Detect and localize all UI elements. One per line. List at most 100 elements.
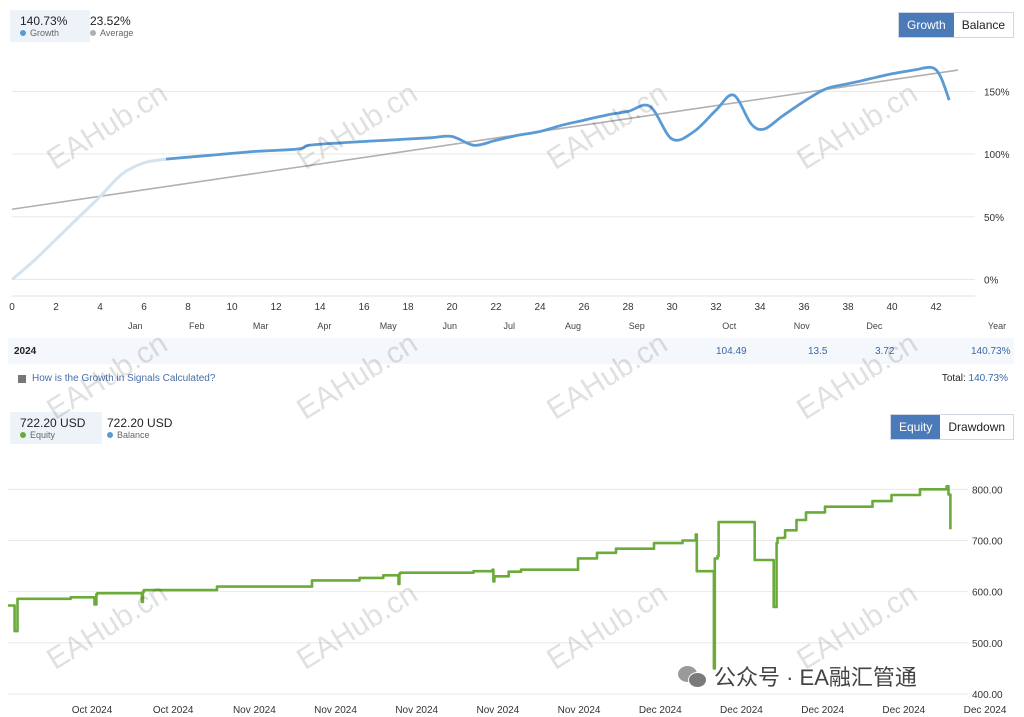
equity-x-tick-label: Dec 2024: [720, 705, 763, 716]
help-link-text[interactable]: How is the Growth in Signals Calculated?: [32, 373, 216, 384]
growth-toggle-button[interactable]: Growth: [899, 13, 954, 37]
growth-x-tick-label: 38: [842, 302, 854, 313]
year-summary-row: 2024 104.49 13.5 3.72 140.73%: [8, 338, 1014, 364]
equity-x-tick-label: Oct 2024: [153, 705, 194, 716]
equity-toggle-button[interactable]: Equity: [891, 415, 941, 439]
growth-month-label: Oct: [722, 321, 737, 331]
equity-y-tick-label: 800.00: [972, 485, 1003, 496]
growth-x-tick-label: 14: [314, 302, 326, 313]
growth-help-link[interactable]: How is the Growth in Signals Calculated?: [18, 373, 215, 384]
equity-y-tick-label: 600.00: [972, 588, 1003, 599]
growth-x-tick-label: 16: [358, 302, 370, 313]
footer-watermark: 公众号 · EA融汇管通: [678, 660, 917, 692]
equity-y-tick-label: 400.00: [972, 690, 1003, 701]
year-nov-value: 13.5: [808, 346, 828, 357]
growth-y-tick-label: 0%: [984, 275, 999, 286]
average-label-text: Average: [100, 28, 134, 38]
total-summary: Total: 140.73%: [942, 373, 1008, 384]
growth-month-label: Mar: [253, 321, 269, 331]
growth-x-tick-label: 24: [534, 302, 546, 313]
total-value: 140.73%: [968, 373, 1008, 384]
growth-value: 140.73%: [20, 14, 68, 28]
growth-x-tick-label: 42: [930, 302, 942, 313]
balance-label: Balance: [107, 430, 172, 440]
balance-stat: 722.20 USD Balance: [97, 412, 182, 444]
year-sep-value: 104.49: [716, 346, 747, 357]
growth-y-tick-label: 50%: [984, 213, 1004, 224]
average-legend-dot: [90, 30, 96, 36]
growth-month-label: Dec: [866, 321, 883, 331]
equity-x-tick-label: Dec 2024: [639, 705, 682, 716]
growth-x-tick-label: 40: [886, 302, 898, 313]
growth-balance-toggle: Growth Balance: [898, 12, 1015, 38]
growth-line: [165, 65, 951, 161]
growth-x-tick-label: 36: [798, 302, 810, 313]
growth-x-tick-label: 32: [710, 302, 722, 313]
growth-x-tick-label: 22: [490, 302, 502, 313]
growth-x-tick-label: 4: [97, 302, 103, 313]
growth-month-label: Apr: [317, 321, 331, 331]
average-value: 23.52%: [90, 14, 131, 28]
growth-x-tick-label: 26: [578, 302, 590, 313]
equity-x-tick-label: Nov 2024: [477, 705, 520, 716]
balance-label-text: Balance: [117, 430, 150, 440]
growth-x-tick-label: 8: [185, 302, 191, 313]
growth-x-axis-end-label: Year: [988, 321, 1006, 331]
growth-x-tick-label: 2: [53, 302, 59, 313]
equity-x-tick-label: Nov 2024: [314, 705, 357, 716]
balance-value: 722.20 USD: [107, 416, 173, 430]
growth-x-tick-label: 6: [141, 302, 147, 313]
growth-x-tick-label: 34: [754, 302, 766, 313]
growth-x-tick-label: 12: [270, 302, 282, 313]
growth-label: Growth: [20, 28, 80, 38]
growth-month-label: Aug: [565, 321, 581, 331]
growth-month-label: Jun: [443, 321, 458, 331]
equity-drawdown-toggle: Equity Drawdown: [890, 414, 1015, 440]
help-icon: [18, 374, 26, 383]
total-label: Total:: [941, 373, 966, 384]
growth-month-label: Sep: [629, 321, 645, 331]
average-stat: 23.52% Average: [80, 10, 143, 42]
year-total-value: 140.73%: [971, 346, 1011, 357]
equity-stat: 722.20 USD Equity: [10, 412, 102, 444]
equity-x-tick-label: Dec 2024: [882, 705, 925, 716]
balance-legend-dot: [107, 432, 113, 438]
growth-month-label: Jan: [128, 321, 143, 331]
growth-month-label: May: [380, 321, 398, 331]
growth-stat: 140.73% Growth: [10, 10, 90, 42]
equity-label-text: Equity: [30, 430, 56, 440]
equity-x-tick-label: Nov 2024: [233, 705, 276, 716]
equity-chart: 400.00 500.00 600.00 700.00 800.00 Oct 2024 Oc…: [8, 485, 1007, 716]
wechat-icon: [678, 664, 708, 688]
growth-x-tick-label: 28: [622, 302, 634, 313]
growth-x-tick-label: 18: [402, 302, 414, 313]
equity-label: Equity: [20, 430, 92, 440]
year-dec-value: 3.72: [875, 346, 895, 357]
equity-x-tick-label: Nov 2024: [395, 705, 438, 716]
equity-x-tick-label: Nov 2024: [558, 705, 601, 716]
growth-month-label: Feb: [189, 321, 205, 331]
growth-label-text: Growth: [30, 28, 60, 38]
equity-y-tick-label: 700.00: [972, 537, 1003, 548]
growth-pre-signal-line: [11, 157, 167, 281]
growth-month-label: Nov: [794, 321, 811, 331]
year-label: 2024: [14, 346, 37, 357]
average-label: Average: [90, 28, 133, 38]
average-line: [11, 69, 959, 211]
growth-month-label: Jul: [503, 321, 515, 331]
growth-x-tick-label: 10: [226, 302, 238, 313]
equity-value: 722.20 USD: [20, 416, 86, 430]
growth-y-tick-label: 100%: [984, 150, 1010, 161]
equity-line: [8, 485, 952, 670]
footer-text: 公众号 · EA融汇管通: [714, 665, 917, 690]
equity-y-tick-label: 500.00: [972, 639, 1003, 650]
growth-legend-dot: [20, 30, 26, 36]
growth-x-tick-label: 30: [666, 302, 678, 313]
balance-toggle-button[interactable]: Balance: [953, 13, 1014, 37]
growth-chart: 0%50%100%150%0 2 4 6 8 10 12 14 16 18 20 22 24 26 28 30…: [9, 65, 1010, 331]
drawdown-toggle-button[interactable]: Drawdown: [940, 415, 1014, 439]
growth-x-tick-label: 20: [446, 302, 458, 313]
equity-x-tick-label: Dec 2024: [801, 705, 844, 716]
growth-x-tick-label: 0: [9, 302, 15, 313]
equity-x-tick-label: Dec 2024: [964, 705, 1007, 716]
